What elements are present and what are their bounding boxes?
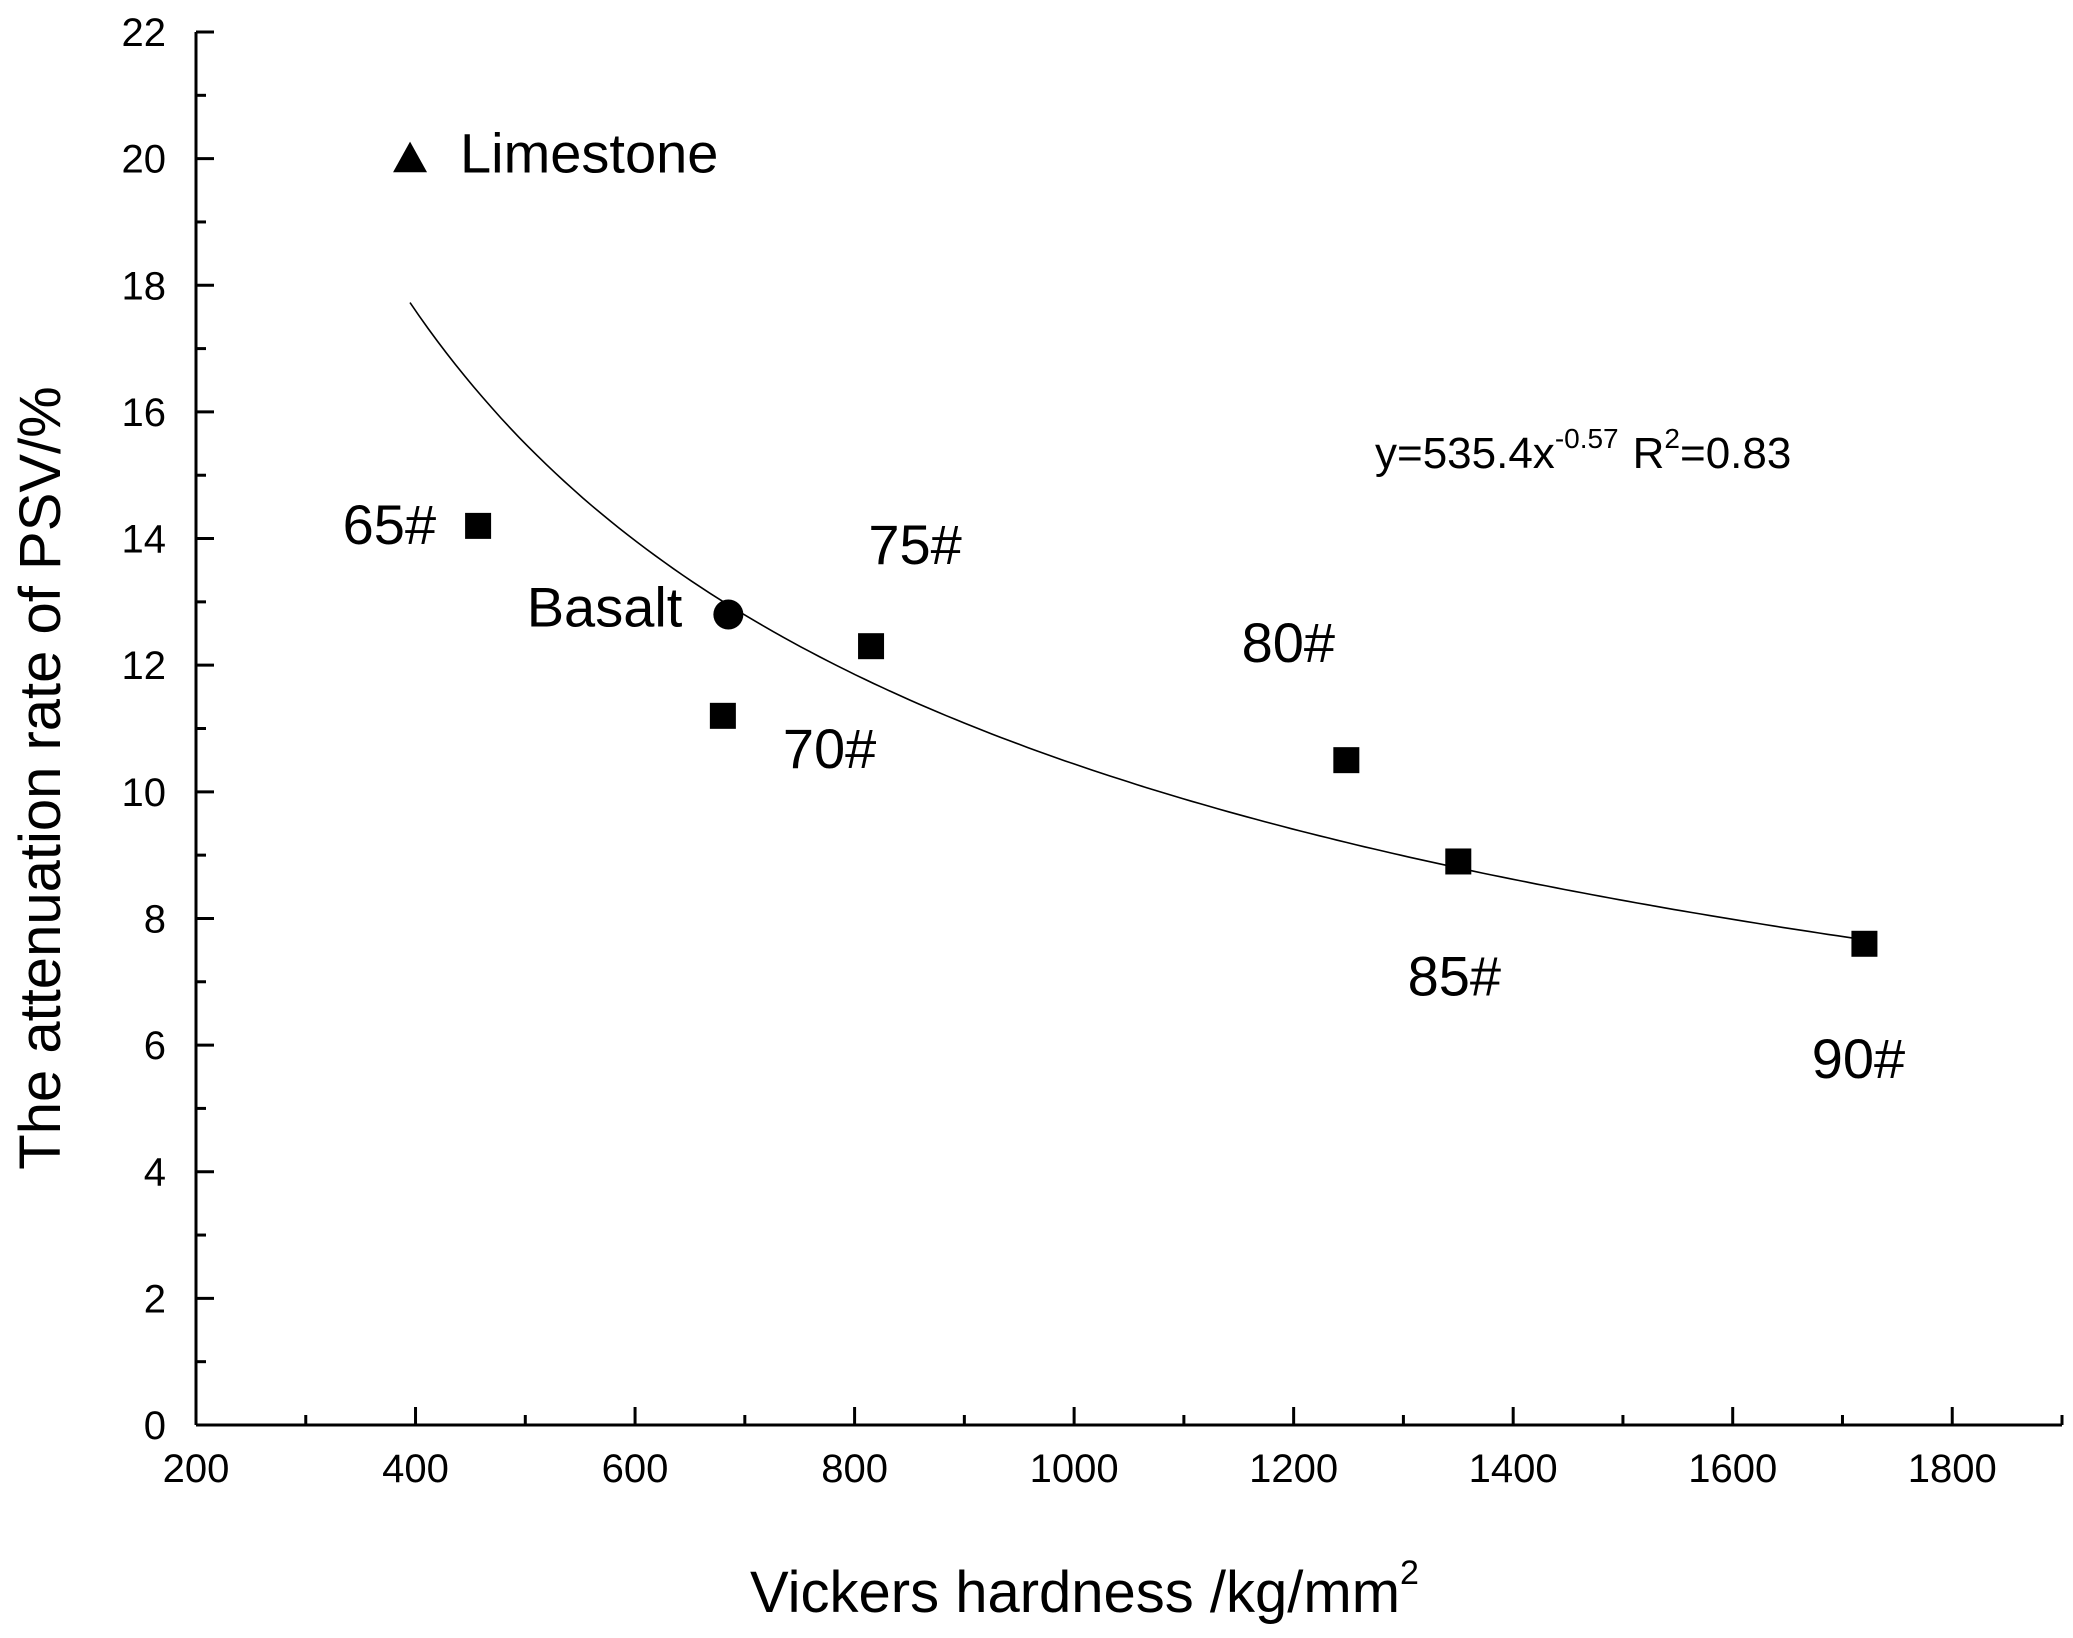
r2-prefix: R xyxy=(1633,429,1665,478)
equation-exponent: -0.57 xyxy=(1555,423,1619,454)
point-65 xyxy=(465,512,492,539)
x-tick-label: 600 xyxy=(602,1447,669,1491)
y-tick-label: 2 xyxy=(144,1277,166,1321)
point-labels: Limestone 65# Basalt 70# 75# 80# 85# 90# xyxy=(343,122,1905,1090)
fit-equation: y=535.4x-0.57 R2=0.83 xyxy=(1375,423,1791,478)
x-axis-title: Vickers hardness /kg/mm2 xyxy=(750,1554,1419,1625)
point-label-65: 65# xyxy=(343,493,436,556)
x-tick-label: 1600 xyxy=(1688,1447,1777,1491)
x-axis-title-main: Vickers hardness /kg/mm xyxy=(750,1560,1400,1625)
point-limestone xyxy=(393,141,428,173)
point-80 xyxy=(1333,747,1360,774)
point-90 xyxy=(1851,930,1878,957)
y-axis-title: The attenuation rate of PSV/% xyxy=(8,386,73,1169)
point-70 xyxy=(709,702,736,729)
y-tick-label: 16 xyxy=(122,391,167,435)
y-tick-label: 14 xyxy=(122,518,167,562)
equation-main: y=535.4x xyxy=(1375,429,1555,478)
y-tick-label: 12 xyxy=(122,644,167,688)
x-tick-label: 400 xyxy=(382,1447,449,1491)
y-tick-label: 20 xyxy=(122,138,167,182)
x-tick-label: 1200 xyxy=(1249,1447,1338,1491)
r2-value: =0.83 xyxy=(1680,429,1791,478)
x-tick-label: 800 xyxy=(821,1447,888,1491)
axis-ticks: 0 2 4 6 8 10 12 14 16 18 20 22 200 400 600 800 1000 1200 1… xyxy=(122,11,2064,1491)
point-label-basalt: Basalt xyxy=(527,576,683,639)
y-tick-label: 4 xyxy=(144,1151,166,1195)
point-label-limestone: Limestone xyxy=(460,122,718,185)
y-tick-label: 10 xyxy=(122,771,167,815)
y-tick-label: 0 xyxy=(144,1404,166,1448)
point-label-70: 70# xyxy=(783,717,876,780)
y-tick-label: 22 xyxy=(122,11,167,55)
x-axis-title-sup: 2 xyxy=(1400,1554,1419,1592)
point-label-85: 85# xyxy=(1408,944,1501,1007)
point-label-80: 80# xyxy=(1242,611,1335,674)
r2-exponent: 2 xyxy=(1664,423,1680,454)
point-label-75: 75# xyxy=(868,513,961,576)
point-85 xyxy=(1445,848,1472,875)
axes xyxy=(194,32,2062,1427)
y-tick-label: 6 xyxy=(144,1024,166,1068)
data-points xyxy=(393,141,1878,957)
y-tick-label: 18 xyxy=(122,264,167,308)
x-tick-label: 1400 xyxy=(1469,1447,1558,1491)
point-basalt xyxy=(713,599,744,630)
fit-curve-group xyxy=(409,302,1865,941)
x-tick-label: 1800 xyxy=(1908,1447,1997,1491)
point-75 xyxy=(858,633,885,660)
point-label-90: 90# xyxy=(1812,1027,1905,1090)
x-tick-label: 1000 xyxy=(1030,1447,1119,1491)
y-tick-label: 8 xyxy=(144,897,166,941)
x-tick-label: 200 xyxy=(163,1447,230,1491)
fit-curve xyxy=(409,302,1865,941)
